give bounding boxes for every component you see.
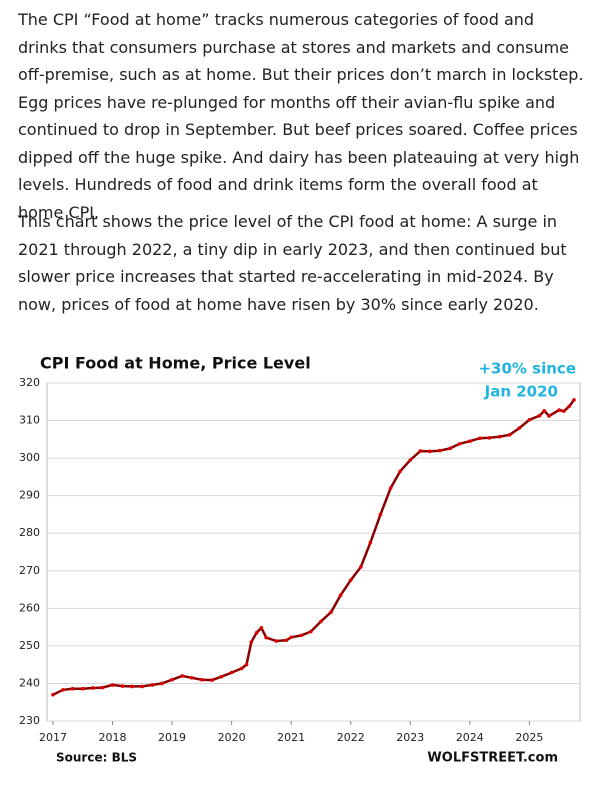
annotation: Jan 2020 <box>484 383 558 401</box>
point <box>348 578 353 582</box>
point <box>527 418 532 422</box>
point <box>547 414 551 418</box>
point <box>239 666 244 671</box>
point <box>309 629 313 634</box>
source: Source: BLS <box>56 751 137 765</box>
chart-title: CPI Food at Home, Price Level <box>40 354 311 373</box>
x-tick-label: 2017 <box>39 731 67 744</box>
x-tick-label: 2024 <box>456 731 484 744</box>
point <box>378 512 383 517</box>
point <box>264 635 268 640</box>
y-tick-label: 230 <box>19 714 40 727</box>
point <box>289 635 293 640</box>
annotation: +30% since <box>478 360 576 378</box>
point <box>274 639 279 643</box>
point <box>428 449 432 454</box>
point <box>120 684 125 688</box>
point <box>517 426 522 430</box>
point <box>130 684 134 689</box>
point <box>210 678 214 682</box>
point <box>537 413 542 418</box>
x-tick-label: 2020 <box>218 731 246 744</box>
point <box>259 626 264 630</box>
y-tick-label: 240 <box>19 676 40 689</box>
point <box>457 442 462 446</box>
point <box>398 469 402 474</box>
point <box>229 670 234 675</box>
paragraph: The CPI “Food at home” tracks numerous c… <box>18 10 584 222</box>
point <box>100 685 105 690</box>
point <box>180 674 184 678</box>
point <box>438 448 442 453</box>
point <box>219 674 224 679</box>
point <box>572 398 576 402</box>
point <box>319 619 323 624</box>
point <box>244 662 249 667</box>
point <box>80 686 85 691</box>
point <box>487 436 492 440</box>
point <box>329 610 333 614</box>
point <box>448 446 452 451</box>
point <box>284 638 289 643</box>
point <box>61 688 65 692</box>
plot-area <box>46 382 581 722</box>
x-tick-label: 2025 <box>515 731 543 744</box>
point <box>359 565 363 569</box>
y-tick-label: 290 <box>19 489 40 502</box>
x-tick-label: 2022 <box>337 731 365 744</box>
point <box>91 686 95 690</box>
chart: CPI Food at Home, Price Level +30% since… <box>19 354 581 766</box>
point <box>542 408 547 413</box>
point <box>110 683 115 687</box>
x-tick-label: 2019 <box>158 731 186 744</box>
paragraph: This chart shows the price level of the … <box>18 212 567 314</box>
point <box>200 677 204 682</box>
x-tick-label: 2023 <box>396 731 424 744</box>
point <box>150 683 155 687</box>
point <box>160 681 164 686</box>
point <box>557 408 561 412</box>
point <box>507 433 512 437</box>
y-tick-label: 280 <box>19 526 40 539</box>
point <box>562 409 566 413</box>
y-tick-label: 250 <box>19 639 40 652</box>
y-tick-label: 270 <box>19 564 40 577</box>
point <box>338 593 343 597</box>
point <box>497 434 502 439</box>
point <box>567 404 572 409</box>
point <box>388 486 393 490</box>
point <box>478 436 482 441</box>
x-tick-label: 2021 <box>277 731 305 744</box>
y-tick-label: 300 <box>19 451 40 464</box>
point <box>70 686 75 691</box>
line <box>52 399 576 696</box>
credit: WOLFSTREET.com <box>427 751 558 766</box>
point <box>408 458 413 462</box>
y-tick-label: 310 <box>19 414 40 427</box>
x-tick-label: 2018 <box>99 731 127 744</box>
point <box>418 449 423 453</box>
point <box>299 633 304 638</box>
point <box>170 677 174 682</box>
y-tick-label: 260 <box>19 601 40 614</box>
point <box>140 684 145 689</box>
point <box>189 676 194 680</box>
point <box>254 630 259 635</box>
point <box>51 692 55 697</box>
point <box>368 540 373 545</box>
point <box>468 439 472 444</box>
point <box>249 640 254 644</box>
y-tick-label: 320 <box>19 376 40 389</box>
